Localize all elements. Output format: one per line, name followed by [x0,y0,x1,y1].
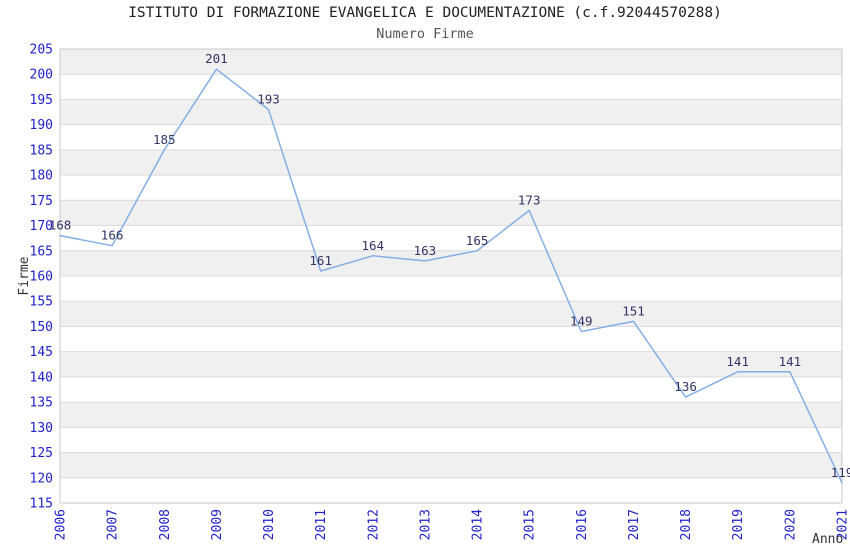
x-tick-label: 2012 [366,509,381,540]
x-tick-label: 2020 [783,509,798,540]
x-tick-label: 2018 [679,509,694,540]
background-band [60,49,842,75]
y-tick-label: 160 [30,270,53,285]
y-tick-label: 205 [30,43,53,58]
y-axis-title: Firme [17,256,32,295]
y-tick-label: 150 [30,320,53,335]
data-point-label: 149 [570,314,593,329]
y-tick-label: 170 [30,219,53,234]
data-point-label: 163 [414,243,437,258]
x-axis-title: Anno [812,532,843,547]
x-tick-label: 2015 [523,509,538,540]
y-tick-label: 175 [30,194,53,209]
y-tick-label: 120 [30,471,53,486]
y-tick-label: 195 [30,93,53,108]
chart-title: ISTITUTO DI FORMAZIONE EVANGELICA E DOCU… [128,5,722,21]
chart-subtitle: Numero Firme [376,26,474,42]
background-band [60,452,842,478]
data-point-label: 168 [49,218,72,233]
data-point-label: 165 [466,233,489,248]
y-tick-label: 140 [30,370,53,385]
data-point-label: 136 [674,379,697,394]
data-point-label: 161 [309,253,332,268]
x-tick-label: 2019 [731,509,746,540]
y-tick-label: 180 [30,169,53,184]
y-tick-label: 145 [30,345,53,360]
x-tick-label: 2006 [54,509,69,540]
background-band [60,250,842,276]
data-point-label: 185 [153,132,176,147]
background-band [60,351,842,377]
y-tick-label: 125 [30,446,53,461]
data-point-label: 201 [205,51,228,66]
data-point-label: 166 [101,228,124,243]
x-tick-label: 2016 [575,509,590,540]
x-tick-label: 2013 [418,509,433,540]
data-point-label: 173 [518,192,541,207]
y-tick-label: 185 [30,143,53,158]
y-tick-label: 155 [30,295,53,310]
background-band [60,301,842,327]
y-tick-label: 130 [30,421,53,436]
x-tick-label: 2008 [158,509,173,540]
x-tick-label: 2017 [627,509,642,540]
x-tick-label: 2021 [836,509,850,540]
data-point-label: 119 [831,465,850,480]
plot-border [59,48,843,504]
background-band [60,149,842,176]
background-band [60,99,842,125]
data-point-label: 164 [362,238,385,253]
x-tick-label: 2014 [471,509,486,540]
y-tick-label: 190 [30,118,53,133]
series-line [59,68,843,484]
background-band [60,402,842,428]
x-tick-label: 2010 [262,509,277,540]
x-tick-label: 2011 [314,509,329,540]
data-point-label: 151 [622,303,645,318]
y-tick-label: 200 [30,68,53,83]
y-tick-label: 135 [30,396,53,411]
x-tick-label: 2007 [106,509,121,540]
data-point-label: 193 [257,92,280,107]
data-point-label: 141 [779,354,802,369]
x-tick-label: 2009 [210,509,225,540]
background-band [60,200,842,226]
y-tick-label: 115 [30,497,53,512]
data-point-label: 141 [726,354,749,369]
y-tick-label: 165 [30,244,53,259]
